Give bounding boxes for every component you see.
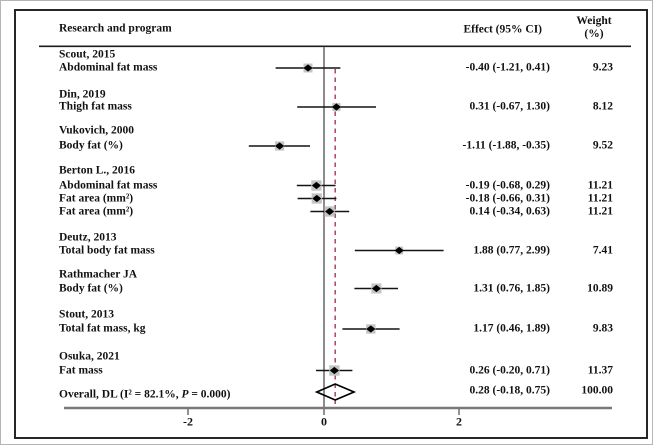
program-label: Fat mass bbox=[59, 364, 103, 377]
program-label: Fat area (mm²) bbox=[59, 192, 134, 205]
weight-value: 9.23 bbox=[592, 61, 613, 74]
study-name: Deutz, 2013 bbox=[59, 231, 117, 244]
weight-value: 8.12 bbox=[592, 100, 613, 113]
program-label: Total body fat mass bbox=[59, 244, 155, 257]
program-label: Fat area (mm²) bbox=[59, 205, 134, 218]
program-label: Abdominal fat mass bbox=[59, 179, 158, 192]
weight-value: 11.21 bbox=[587, 205, 613, 218]
x-axis-tick-label: 2 bbox=[456, 414, 462, 429]
weight-value: 10.89 bbox=[587, 282, 613, 295]
weight-value: 9.83 bbox=[592, 322, 613, 335]
program-label: Body fat (%) bbox=[59, 282, 123, 295]
effect-marker-diamond bbox=[366, 325, 376, 333]
effect-ci-value: -0.18 (-0.66, 0.31) bbox=[465, 192, 550, 205]
study-name: Rathmacher JA bbox=[59, 268, 138, 281]
effect-ci-value: 0.26 (-0.20, 0.71) bbox=[469, 364, 551, 377]
study-name: Vukovich, 2000 bbox=[59, 124, 134, 137]
effect-marker-diamond bbox=[329, 366, 339, 375]
overall-diamond bbox=[314, 383, 357, 401]
study-name: Berton L., 2016 bbox=[59, 164, 136, 177]
effect-ci-value: 1.31 (0.76, 1.85) bbox=[473, 282, 550, 295]
weight-value: 11.21 bbox=[587, 179, 613, 192]
study-name: Scout, 2015 bbox=[59, 48, 116, 61]
study-name: Osuka, 2021 bbox=[59, 350, 120, 363]
program-label: Body fat (%) bbox=[59, 139, 123, 152]
weight-value: 7.41 bbox=[592, 244, 613, 257]
overall-label: Overall, DL (I² = 82.1%, P = 0.000) bbox=[59, 388, 231, 401]
weight-value: 11.21 bbox=[587, 192, 613, 205]
weight-value: 11.37 bbox=[587, 364, 613, 377]
effect-marker-diamond bbox=[303, 64, 313, 72]
overall-weight-value: 100.00 bbox=[581, 384, 613, 397]
effect-ci-value: 1.17 (0.46, 1.89) bbox=[473, 322, 550, 335]
effect-ci-value: 1.88 (0.77, 2.99) bbox=[473, 244, 550, 257]
program-label: Thigh fat mass bbox=[59, 100, 132, 113]
column-header-effect: Effect (95% CI) bbox=[463, 23, 542, 36]
effect-ci-value: 0.31 (-0.67, 1.30) bbox=[469, 100, 551, 113]
study-name: Din, 2019 bbox=[59, 88, 106, 101]
column-header-weight: Weight (%) bbox=[566, 15, 622, 41]
x-axis-tick-label: -2 bbox=[183, 414, 193, 429]
effect-marker-diamond bbox=[394, 246, 404, 255]
program-label: Total fat mass, kg bbox=[59, 322, 146, 335]
program-label: Abdominal fat mass bbox=[59, 61, 158, 74]
weight-value: 9.52 bbox=[592, 139, 613, 152]
overall-effect-ci-value: 0.28 (-0.18, 0.75) bbox=[469, 384, 551, 397]
effect-ci-value: -0.40 (-1.21, 0.41) bbox=[465, 61, 550, 74]
x-axis-tick-label: 0 bbox=[321, 414, 327, 429]
column-header-weight-line1: Weight bbox=[576, 15, 612, 28]
effect-marker-diamond bbox=[331, 103, 341, 111]
column-header-weight-line2: (%) bbox=[584, 28, 604, 40]
effect-ci-value: -0.19 (-0.68, 0.29) bbox=[465, 179, 550, 192]
study-name: Stout, 2013 bbox=[59, 308, 114, 321]
effect-marker-diamond bbox=[275, 142, 285, 150]
effect-marker-diamond bbox=[311, 181, 321, 190]
effect-ci-value: 0.14 (-0.34, 0.63) bbox=[469, 205, 551, 218]
effect-marker-diamond bbox=[325, 207, 335, 216]
column-header-study: Research and program bbox=[59, 22, 172, 35]
effect-marker-diamond bbox=[312, 194, 322, 203]
overall-label-p-italic: P bbox=[181, 388, 189, 401]
effect-marker-diamond bbox=[371, 284, 381, 293]
effect-ci-value: -1.11 (-1.88, -0.35) bbox=[462, 139, 550, 152]
